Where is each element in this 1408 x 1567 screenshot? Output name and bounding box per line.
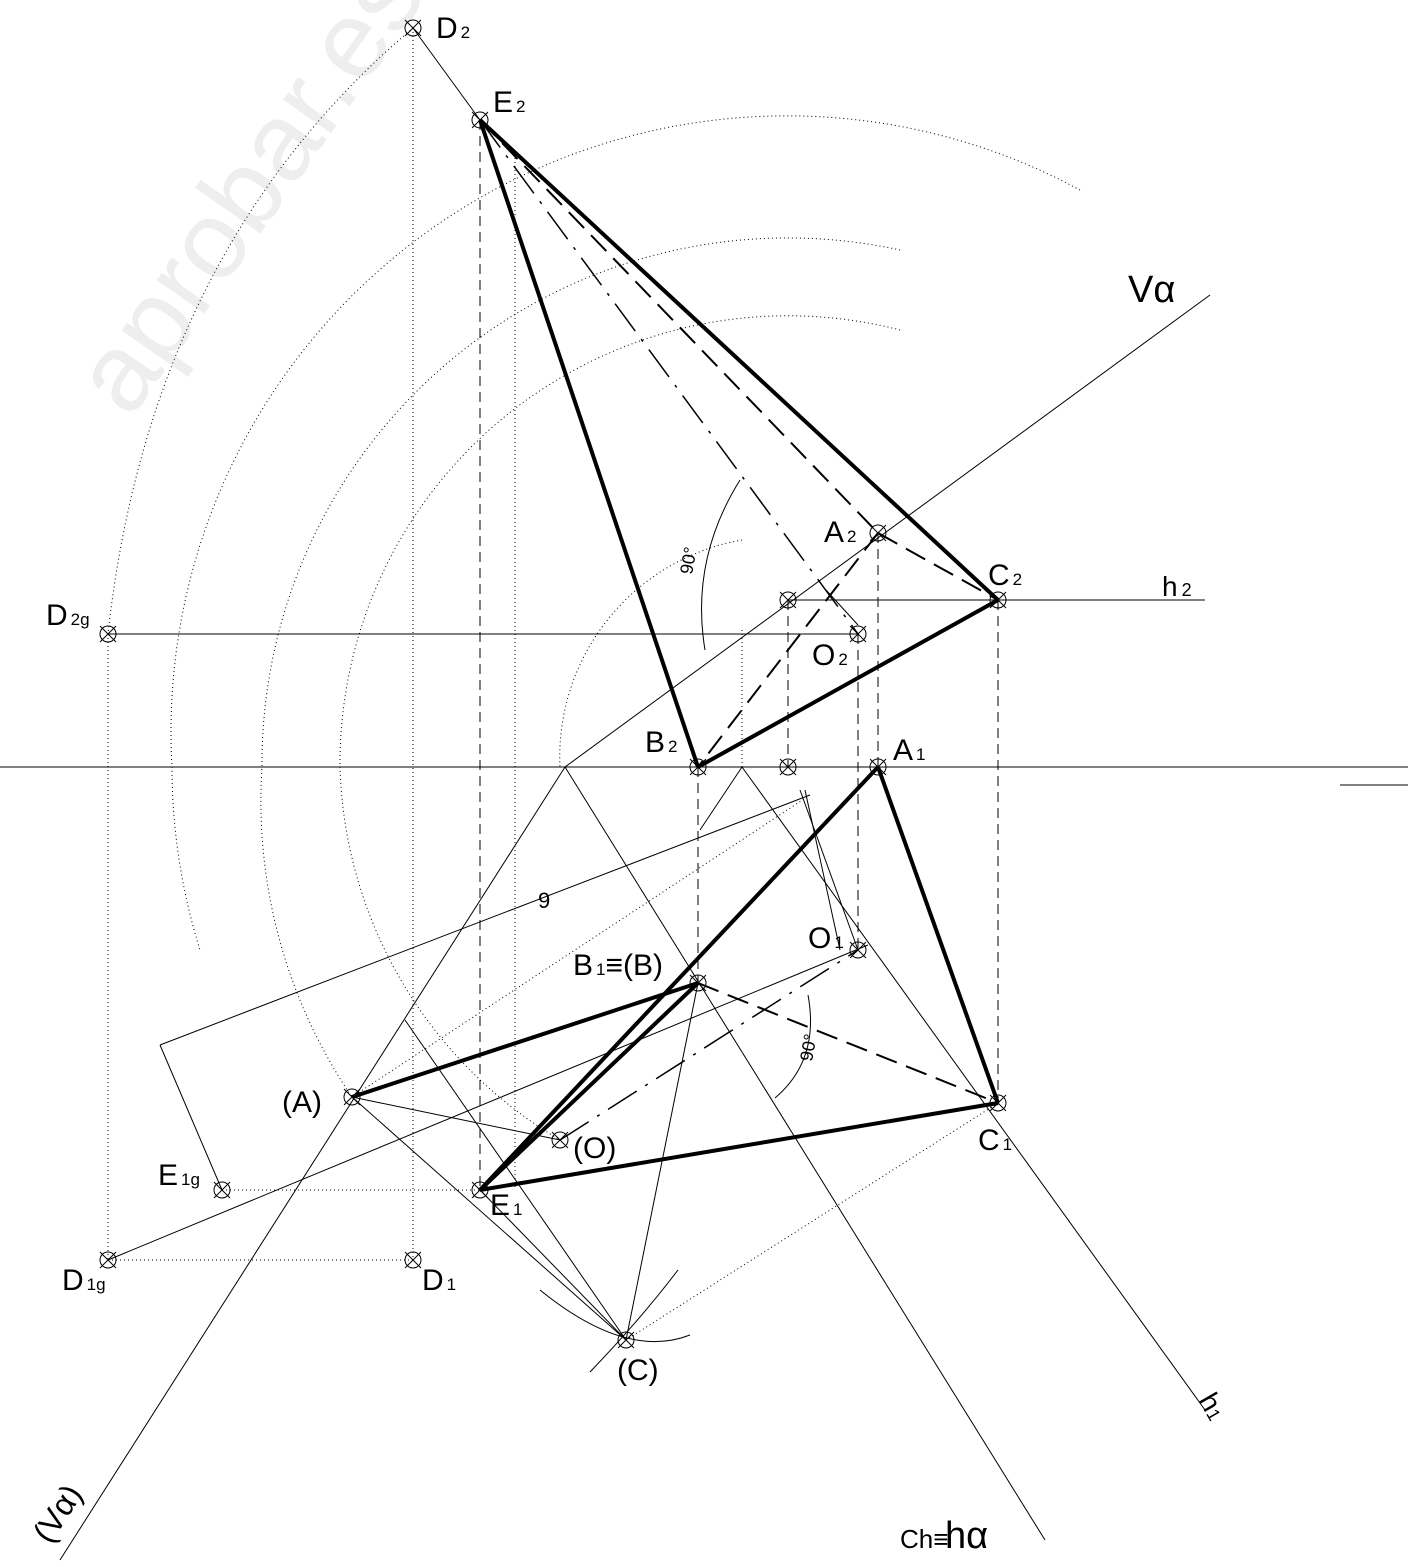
trace-label: (Vα) <box>26 1478 90 1549</box>
point-label: A2 <box>824 516 856 549</box>
watermark: aprobar.es <box>49 0 448 434</box>
label-sub: 1 <box>513 1200 522 1219</box>
label-main: E <box>493 86 513 119</box>
label-main: E <box>490 1189 510 1222</box>
point-label: D1g <box>62 1264 106 1297</box>
label-main: C <box>988 559 1010 592</box>
label-main: B <box>573 949 593 982</box>
label-main: D <box>422 1264 444 1297</box>
label-main: D <box>436 12 458 45</box>
trace-sub: 2 <box>1182 580 1192 600</box>
label-main: A <box>893 734 913 767</box>
label-sub: 1 <box>447 1275 456 1294</box>
label-sub: 2 <box>461 23 470 42</box>
label-sub: 1g <box>181 1170 200 1189</box>
label-main: A <box>824 516 844 549</box>
label-main: (A) <box>282 1086 322 1119</box>
point-label: (O) <box>573 1132 616 1165</box>
label-sub: 2 <box>838 650 847 669</box>
point-label: (A) <box>282 1086 322 1119</box>
label-sub: 1 <box>916 745 925 764</box>
point-marker <box>405 1252 421 1268</box>
label-sub: 2 <box>847 527 856 546</box>
angle-label: 90° <box>676 545 700 575</box>
point-marker <box>214 1182 230 1198</box>
label-suffix: ≡(B) <box>605 949 663 982</box>
label-sub: 2 <box>1013 570 1022 589</box>
label-main: E <box>158 1159 178 1192</box>
angle-label: 90° <box>796 1032 820 1062</box>
trace-text: h <box>1162 571 1178 602</box>
label-main: (C) <box>617 1354 659 1387</box>
drawing: aprobar.es Vα h2 h1 (Vα) Ch≡ hα 9 90° 90… <box>0 0 1408 1562</box>
label-main: D <box>62 1264 84 1297</box>
label-main: O <box>812 639 835 672</box>
point-label: (C) <box>617 1354 659 1387</box>
label-sub: 2 <box>516 97 525 116</box>
dimension: 9 <box>538 888 550 913</box>
trace-label: Vα <box>1128 269 1175 311</box>
label-sub: 2g <box>71 610 90 629</box>
trace-label: hα <box>945 1515 988 1557</box>
trace-label: Ch≡ <box>900 1524 948 1554</box>
trace-label: h1 <box>1193 1388 1233 1426</box>
label-sub: 1 <box>1003 1135 1012 1154</box>
label-main: B <box>645 726 665 759</box>
point-marker <box>552 1132 568 1148</box>
label-sub: 2 <box>668 737 677 756</box>
label-sub: 1g <box>87 1275 106 1294</box>
label-main: C <box>978 1124 1000 1157</box>
label-main: (O) <box>573 1132 616 1165</box>
label-main: D <box>46 599 68 632</box>
label-main: O <box>808 922 831 955</box>
label-sub: 1 <box>834 933 843 952</box>
label-sub: 1 <box>596 960 605 979</box>
